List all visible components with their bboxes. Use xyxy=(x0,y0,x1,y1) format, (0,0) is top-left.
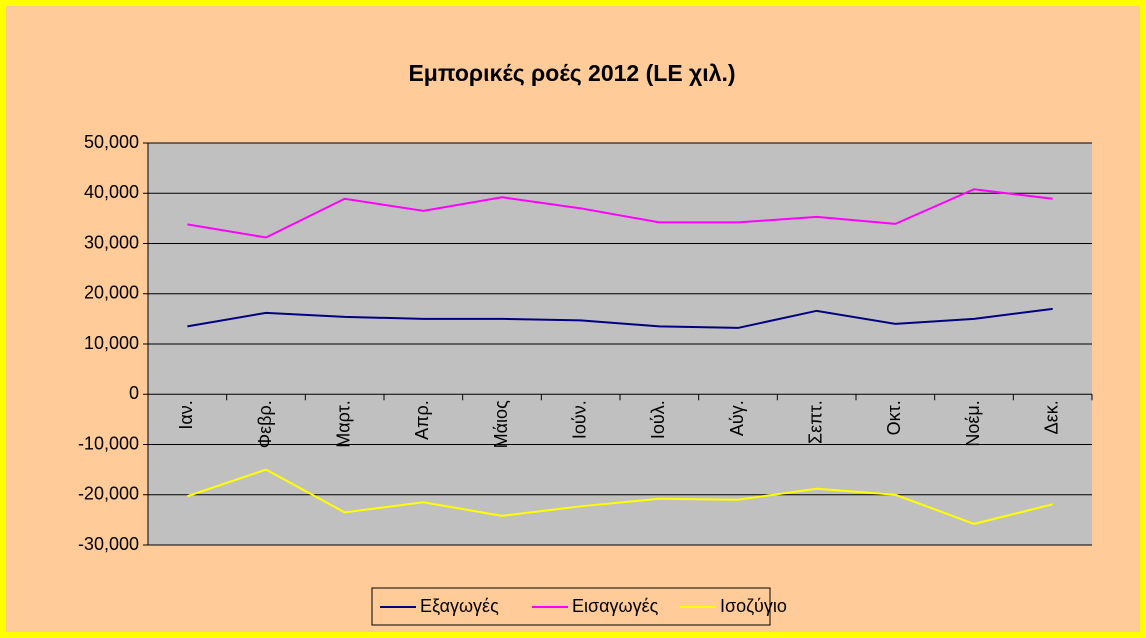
x-tick-label: Δεκ. xyxy=(1041,400,1061,434)
legend-label: Εισαγωγές xyxy=(572,596,659,616)
chart-title: Εμπορικές ροές 2012 (LE χιλ.) xyxy=(408,60,735,86)
y-tick-label: 50,000 xyxy=(84,132,139,152)
x-tick-label: Οκτ. xyxy=(884,400,904,435)
legend-label: Εξαγωγές xyxy=(420,596,499,616)
x-tick-label: Ιούν. xyxy=(569,400,589,439)
y-tick-label: 30,000 xyxy=(84,232,139,252)
legend-label: Ισοζύγιο xyxy=(720,596,787,616)
y-tick-label: -10,000 xyxy=(78,433,139,453)
series-line xyxy=(187,468,1053,525)
y-tick-label: 0 xyxy=(129,383,139,403)
x-tick-label: Σεπτ. xyxy=(805,400,825,444)
y-tick-label: 40,000 xyxy=(84,182,139,202)
y-tick-label: -20,000 xyxy=(78,484,139,504)
y-tick-label: -30,000 xyxy=(78,534,139,554)
x-tick-label: Νοέμ. xyxy=(963,400,983,446)
x-tick-label: Φεβρ. xyxy=(255,400,275,448)
x-tick-label: Ιαν. xyxy=(176,400,196,429)
x-tick-label: Ιούλ. xyxy=(648,400,668,439)
x-tick-label: Μάιος xyxy=(491,400,511,448)
y-tick-label: 10,000 xyxy=(84,333,139,353)
x-tick-label: Απρ. xyxy=(412,400,432,440)
x-tick-label: Αύγ. xyxy=(727,400,747,436)
x-tick-label: Μαρτ. xyxy=(333,400,353,448)
series-line xyxy=(187,307,1053,329)
y-tick-label: 20,000 xyxy=(84,283,139,303)
series-line xyxy=(187,188,1053,239)
